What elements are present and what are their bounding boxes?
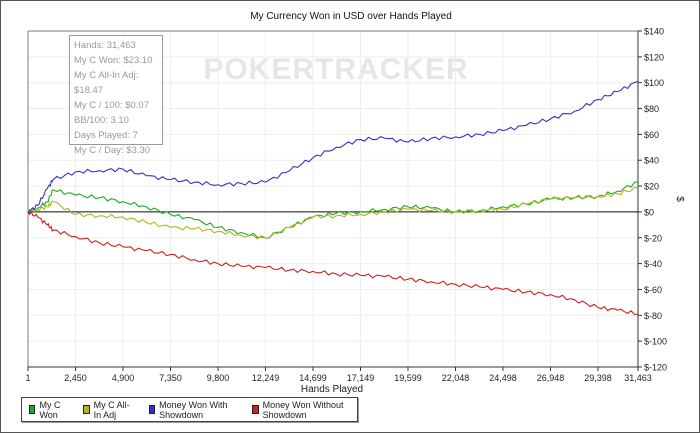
y-tick-label: $140	[644, 27, 664, 37]
x-tick-label: 9,800	[207, 373, 230, 383]
x-tick-label: 26,948	[537, 373, 565, 383]
summary-tooltip: Hands: 31,463 My C Won: $23.10 My C All-In…	[69, 35, 163, 156]
tooltip-line: Days Played: 7	[74, 130, 138, 141]
x-tick-label: 17,149	[347, 373, 375, 383]
y-tick-label: $-60	[644, 285, 662, 295]
x-tick-label: 19,599	[394, 373, 422, 383]
x-tick-label: 31,463	[624, 373, 652, 383]
y-tick-label: $60	[644, 130, 659, 140]
legend-swatch	[29, 405, 36, 414]
tooltip-line: BB/100: 3.10	[74, 115, 129, 126]
x-tick-label: 2,450	[64, 373, 87, 383]
legend-swatch	[148, 405, 156, 414]
legend-item: Money Won With Showdown	[148, 399, 236, 420]
legend: My C Won My C All-In Adj Money Won With Sh…	[21, 397, 358, 422]
y-tick-label: $100	[644, 78, 664, 88]
y-tick-label: $80	[644, 104, 659, 114]
y-tick-label: $-120	[644, 363, 667, 373]
series-line-money-won-with-showdown	[27, 80, 639, 214]
legend-label: My C All-In Adj	[93, 399, 130, 420]
x-tick-label: 24,498	[489, 373, 517, 383]
series-line-my-c-won	[27, 181, 639, 239]
legend-label: Money Won Without Showdown	[262, 399, 344, 420]
x-tick-label: 22,048	[442, 373, 470, 383]
x-tick-label: 4,900	[112, 373, 135, 383]
legend-label: My C Won	[39, 399, 61, 420]
y-tick-label: $40	[644, 156, 659, 166]
y-tick-label: $0	[644, 207, 654, 217]
watermark: POKERTRACKER	[203, 53, 468, 86]
x-axis-label: Hands Played	[301, 384, 363, 395]
y-axis-label: $	[674, 196, 685, 202]
tooltip-line: My C / 100: $0.07	[74, 100, 149, 111]
x-tick-label: 14,699	[299, 373, 327, 383]
y-tick-label: $-20	[644, 233, 662, 243]
legend-label: Money Won With Showdown	[159, 399, 228, 420]
chart-title: My Currency Won in USD over Hands Played	[250, 11, 452, 22]
y-tick-label: $-40	[644, 259, 662, 269]
tooltip-line: My C All-In Adj: $18.47	[74, 70, 139, 96]
y-tick-label: $120	[644, 52, 664, 62]
x-tick-label: 7,350	[159, 373, 182, 383]
legend-swatch	[83, 405, 90, 414]
series-line-my-c-all-in-adj	[27, 186, 639, 240]
x-tick-label: 29,398	[584, 373, 612, 383]
legend-swatch	[252, 405, 259, 414]
y-tick-label: $-100	[644, 337, 667, 347]
tooltip-line: Hands: 31,463	[74, 40, 136, 51]
tooltip-line: My C / Day: $3.30	[74, 145, 151, 156]
series-line-money-won-without-showdown	[27, 210, 639, 316]
legend-item: Money Won Without Showdown	[252, 400, 347, 420]
x-tick-label: 1	[25, 373, 30, 383]
x-tick-label: 12,249	[252, 373, 280, 383]
y-tick-label: $-80	[644, 311, 662, 321]
y-tick-label: $20	[644, 182, 659, 192]
legend-item: My C Won	[29, 400, 66, 420]
tooltip-line: My C Won: $23.10	[74, 55, 153, 66]
legend-item: My C All-In Adj	[83, 400, 131, 420]
